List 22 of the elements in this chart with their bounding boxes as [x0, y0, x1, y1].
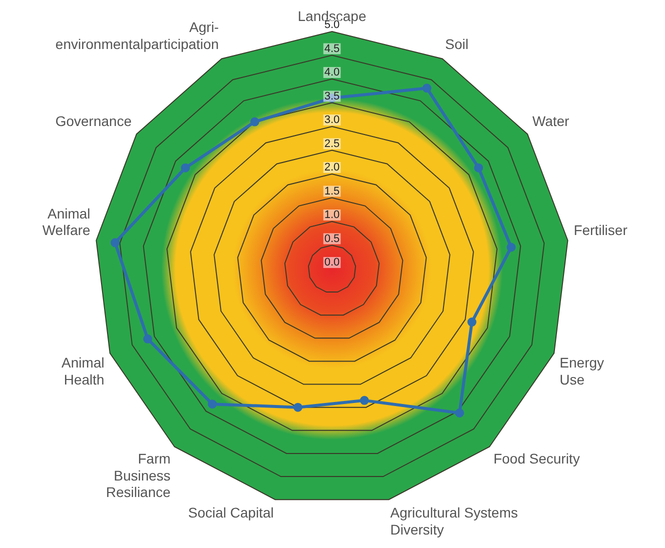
spoke-label: Soil [445, 36, 469, 52]
y-tick-label: 0.0 [324, 256, 340, 269]
spoke-label: Governance [55, 113, 132, 130]
y-tick-label: 4.5 [324, 42, 340, 55]
spoke-label: Agricultural Systems Diversity [390, 504, 518, 538]
y-tick-label: 1.5 [324, 185, 340, 198]
spoke-label: Agri- environmentalparticipation [55, 19, 220, 52]
spoke-label: Energy Use [560, 354, 604, 388]
y-tick-label: 4.0 [324, 66, 340, 79]
spoke-label: Animal Health [62, 354, 104, 388]
spoke-label: Social Capital [188, 504, 274, 521]
spoke-label: Farm Business Resiliance [106, 450, 171, 500]
y-tick-label: 1.0 [324, 209, 340, 222]
y-tick-label: 2.5 [324, 138, 340, 150]
spoke-label: Animal Welfare [42, 205, 91, 238]
spoke-label: Food Security [493, 450, 580, 467]
y-tick-label: 3.0 [324, 114, 340, 126]
y-tick-label: 3.5 [324, 90, 340, 102]
y-tick-label: 2.0 [324, 162, 340, 174]
spoke-label: Fertiliser [574, 222, 628, 238]
spoke-label: Water [532, 113, 570, 130]
y-tick-label: 0.5 [324, 232, 340, 245]
